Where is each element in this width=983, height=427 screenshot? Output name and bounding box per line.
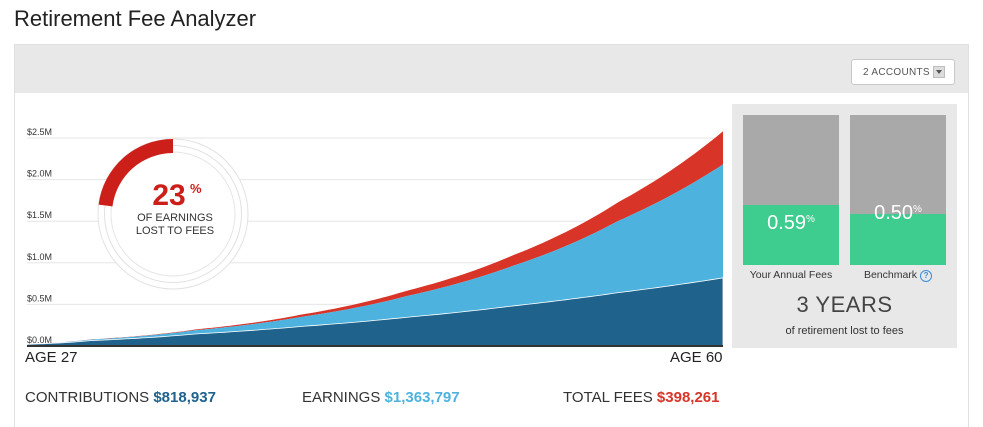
earnings-value: $1,363,797 — [384, 389, 460, 406]
fees-summary: TOTAL FEES $398,261 — [563, 389, 720, 406]
fees-value: $398,261 — [656, 389, 720, 406]
y-tick-label: $1.0M — [27, 252, 52, 262]
y-tick-label: $0.0M — [27, 335, 52, 345]
accounts-dropdown-label: 2 ACCOUNTS — [863, 67, 930, 78]
y-tick-label: $1.5M — [27, 210, 52, 220]
benchmark-fee-bar-fill: 0.50% — [850, 202, 946, 265]
panel-header: 2 ACCOUNTS — [15, 45, 968, 93]
benchmark-fee-bar: 0.50% — [850, 115, 946, 265]
x-axis-start-label: AGE 27 — [25, 349, 78, 366]
earnings-label: EARNINGS — [302, 389, 381, 406]
your-fee-bar: 0.59% — [743, 115, 839, 265]
your-fee-bar-fill: 0.59% — [743, 205, 839, 265]
donut-fee-segment — [98, 139, 173, 207]
years-lost-caption: of retirement lost to fees — [785, 325, 904, 337]
benchmark-caption: Benchmark? — [850, 270, 946, 282]
y-tick-label: $2.5M — [27, 127, 52, 137]
fees-label: TOTAL FEES — [563, 389, 653, 406]
contributions-label: CONTRIBUTIONS — [25, 389, 150, 406]
your-fee-caption: Your Annual Fees — [749, 269, 833, 281]
your-fee-value: 0.59% — [767, 212, 815, 234]
donut-caption-line1: OF EARNINGS — [137, 212, 213, 224]
donut-percent-sign: % — [190, 181, 202, 196]
donut-caption-line2: LOST TO FEES — [136, 225, 214, 237]
fees-area — [27, 131, 723, 345]
contributions-value: $818,937 — [153, 389, 216, 406]
benchmark-fee-value: 0.50% — [874, 202, 922, 224]
chevron-down-icon — [933, 66, 945, 78]
page-title: Retirement Fee Analyzer — [14, 6, 257, 31]
contributions-summary: CONTRIBUTIONS $818,937 — [25, 389, 216, 406]
earnings-summary: EARNINGS $1,363,797 — [302, 389, 460, 406]
fee-comparison-panel: 0.59% 0.50% Your Annual Fees Benchmark? … — [732, 104, 957, 348]
info-icon[interactable]: ? — [920, 270, 933, 282]
x-axis-end-label: AGE 60 — [670, 349, 723, 366]
years-lost-value: 3 YEARS — [796, 292, 893, 317]
accounts-dropdown[interactable]: 2 ACCOUNTS — [851, 59, 955, 85]
donut-percent: 23 — [152, 179, 185, 212]
y-tick-label: $2.0M — [27, 169, 52, 179]
y-tick-label: $0.5M — [27, 293, 52, 303]
earnings-area — [27, 164, 723, 345]
